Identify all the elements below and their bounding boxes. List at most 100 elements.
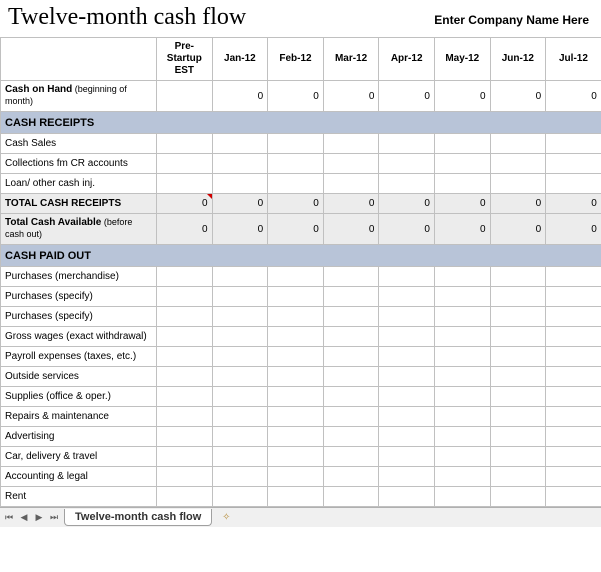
cell[interactable] <box>490 447 546 467</box>
nav-next-icon[interactable]: ▶ <box>32 510 46 526</box>
cell[interactable] <box>268 407 324 427</box>
cell[interactable]: 0 <box>268 194 324 214</box>
col-feb[interactable]: Feb-12 <box>268 38 324 81</box>
cell[interactable] <box>157 387 213 407</box>
cell[interactable] <box>434 447 490 467</box>
cell[interactable]: 0 <box>490 214 546 245</box>
cell[interactable] <box>546 307 601 327</box>
cell[interactable] <box>157 487 213 507</box>
cell[interactable] <box>323 154 379 174</box>
cell[interactable] <box>157 134 213 154</box>
cell[interactable]: 0 <box>157 214 213 245</box>
cell[interactable] <box>546 267 601 287</box>
cell[interactable] <box>379 407 435 427</box>
cell[interactable]: 0 <box>212 214 268 245</box>
cell[interactable]: 0 <box>434 81 490 112</box>
label[interactable]: TOTAL CASH RECEIPTS <box>1 194 157 214</box>
cell[interactable] <box>434 134 490 154</box>
col-jun[interactable]: Jun-12 <box>490 38 546 81</box>
label[interactable]: Car, delivery & travel <box>1 447 157 467</box>
label[interactable]: Purchases (specify) <box>1 287 157 307</box>
col-jul[interactable]: Jul-12 <box>546 38 601 81</box>
col-prestartup[interactable]: Pre-Startup EST <box>157 38 213 81</box>
cell[interactable]: 0 <box>546 81 601 112</box>
label[interactable]: Gross wages (exact withdrawal) <box>1 327 157 347</box>
label[interactable]: Purchases (specify) <box>1 307 157 327</box>
new-sheet-icon[interactable]: ✧ <box>217 511 235 525</box>
cell[interactable] <box>212 387 268 407</box>
cell[interactable] <box>157 367 213 387</box>
label[interactable]: Outside services <box>1 367 157 387</box>
cell[interactable] <box>379 447 435 467</box>
cell[interactable] <box>157 467 213 487</box>
cell[interactable] <box>212 134 268 154</box>
cell[interactable]: 0 <box>490 194 546 214</box>
cell[interactable] <box>490 174 546 194</box>
cell[interactable] <box>490 367 546 387</box>
cell[interactable] <box>212 447 268 467</box>
cell[interactable] <box>434 487 490 507</box>
cell[interactable] <box>434 407 490 427</box>
cell[interactable] <box>157 154 213 174</box>
cell[interactable] <box>379 267 435 287</box>
cell[interactable] <box>268 287 324 307</box>
cell[interactable] <box>323 267 379 287</box>
cell[interactable] <box>157 81 213 112</box>
label[interactable]: Rent <box>1 487 157 507</box>
label[interactable]: Purchases (merchandise) <box>1 267 157 287</box>
col-mar[interactable]: Mar-12 <box>323 38 379 81</box>
cell[interactable] <box>490 467 546 487</box>
cell[interactable] <box>268 487 324 507</box>
cell[interactable] <box>379 367 435 387</box>
cell[interactable]: 0 <box>323 81 379 112</box>
cell[interactable] <box>490 387 546 407</box>
cell[interactable] <box>268 447 324 467</box>
cell[interactable] <box>323 327 379 347</box>
cell[interactable] <box>434 327 490 347</box>
cell[interactable]: 0 <box>434 214 490 245</box>
cell[interactable] <box>434 467 490 487</box>
cell[interactable] <box>379 134 435 154</box>
cell[interactable] <box>212 347 268 367</box>
cell[interactable] <box>490 427 546 447</box>
cell[interactable] <box>546 174 601 194</box>
cell[interactable] <box>379 347 435 367</box>
cell[interactable] <box>212 367 268 387</box>
cell[interactable] <box>379 287 435 307</box>
cell[interactable] <box>268 174 324 194</box>
cell[interactable] <box>157 267 213 287</box>
cell[interactable] <box>212 407 268 427</box>
col-apr[interactable]: Apr-12 <box>379 38 435 81</box>
cell[interactable] <box>379 427 435 447</box>
cell[interactable] <box>379 174 435 194</box>
cell[interactable] <box>490 487 546 507</box>
cell[interactable]: 0 <box>434 194 490 214</box>
cell[interactable] <box>323 487 379 507</box>
cell[interactable] <box>157 347 213 367</box>
company-name-prompt[interactable]: Enter Company Name Here <box>434 13 593 27</box>
sheet-tab-active[interactable]: Twelve-month cash flow <box>64 509 212 526</box>
cell[interactable] <box>490 287 546 307</box>
cell[interactable] <box>323 174 379 194</box>
cell[interactable] <box>268 467 324 487</box>
cell[interactable] <box>157 174 213 194</box>
cell[interactable] <box>546 327 601 347</box>
label[interactable]: Total Cash Available (before cash out) <box>1 214 157 245</box>
cell[interactable]: 0 <box>212 81 268 112</box>
label[interactable]: Advertising <box>1 427 157 447</box>
cell[interactable] <box>157 447 213 467</box>
cell[interactable] <box>434 267 490 287</box>
cell[interactable] <box>268 427 324 447</box>
cell[interactable] <box>546 287 601 307</box>
cell[interactable] <box>157 427 213 447</box>
cell[interactable] <box>490 267 546 287</box>
cell[interactable] <box>212 427 268 447</box>
cell[interactable] <box>212 307 268 327</box>
cell[interactable]: 0 <box>379 214 435 245</box>
cell[interactable] <box>490 307 546 327</box>
cell[interactable] <box>212 267 268 287</box>
cell[interactable] <box>546 154 601 174</box>
cell[interactable] <box>323 347 379 367</box>
label[interactable]: Payroll expenses (taxes, etc.) <box>1 347 157 367</box>
cell[interactable] <box>546 447 601 467</box>
